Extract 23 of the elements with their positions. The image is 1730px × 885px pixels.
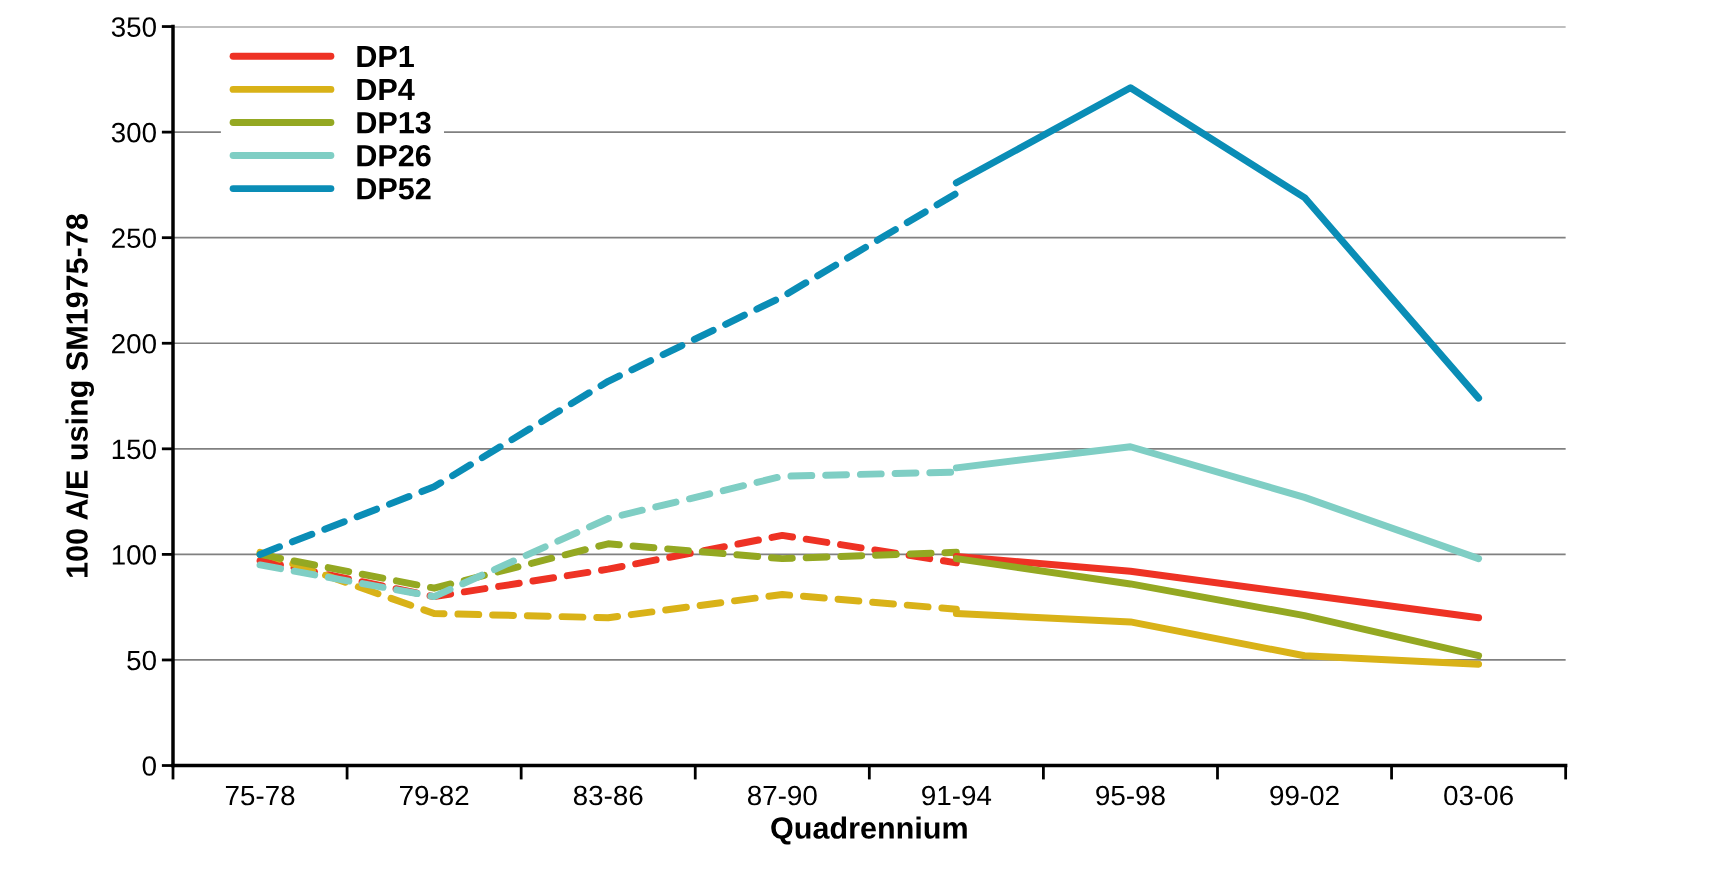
y-tick-label: 50 bbox=[127, 650, 156, 671]
y-tick-label: 300 bbox=[111, 122, 156, 143]
y-tick-label: 150 bbox=[112, 439, 156, 460]
x-tick-label: 95-98 bbox=[1096, 785, 1165, 806]
x-tick-label: 79-82 bbox=[400, 785, 469, 806]
y-axis-title: 100 A/E using SM1975-78 bbox=[65, 214, 95, 577]
y-tick-label: 350 bbox=[111, 17, 156, 37]
x-tick-label: 75-78 bbox=[225, 785, 295, 806]
y-tick-label: 200 bbox=[112, 333, 156, 354]
x-tick-label: 87-90 bbox=[747, 785, 817, 806]
legend-label: DP52 bbox=[357, 177, 431, 200]
legend-label: DP4 bbox=[357, 79, 415, 101]
legend-label: DP1 bbox=[357, 46, 414, 68]
x-tick-label: 83-86 bbox=[573, 785, 643, 806]
x-axis-title: Quadrennium bbox=[771, 816, 967, 845]
y-tick-label: 100 bbox=[112, 545, 156, 565]
y-tick-label: 250 bbox=[112, 228, 156, 249]
legend-label: DP13 bbox=[357, 111, 431, 134]
x-tick-label: 99-02 bbox=[1270, 785, 1339, 806]
x-tick-label: 91-94 bbox=[922, 785, 992, 806]
x-tick-label: 03-06 bbox=[1444, 785, 1513, 806]
y-tick-label: 0 bbox=[142, 756, 156, 776]
legend-label: DP26 bbox=[357, 144, 431, 167]
